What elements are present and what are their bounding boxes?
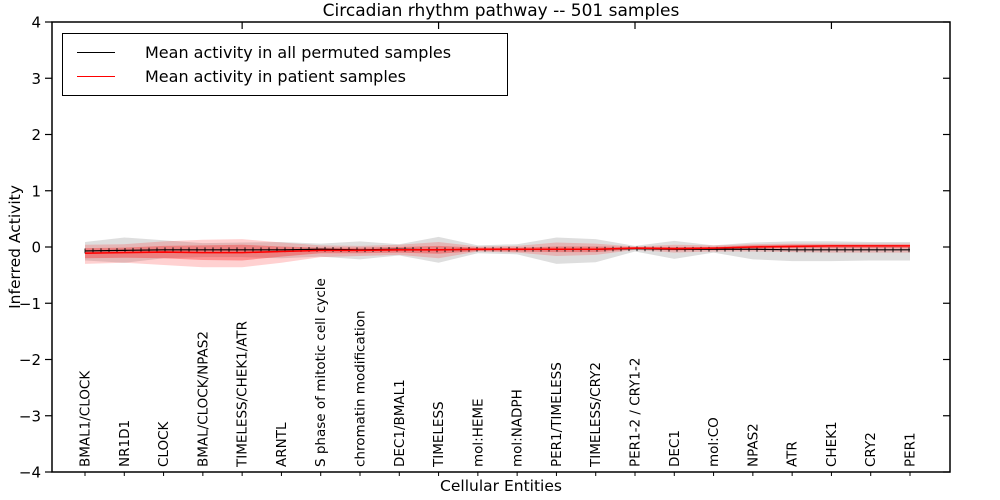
x-tick-label: NPAS2 — [745, 423, 761, 467]
x-tick-label: ATR — [785, 441, 801, 467]
x-tick-label: TIMELESS/CRY2 — [588, 362, 604, 468]
x-tick-label: PER1-2 / CRY1-2 — [628, 358, 644, 467]
x-tick-label: PER1 — [903, 432, 919, 467]
y-tick-label: 2 — [31, 126, 41, 144]
x-tick-label: BMAL/CLOCK/NPAS2 — [195, 331, 211, 467]
band-permuted-samples-range — [85, 236, 910, 264]
x-tick-label: mol:CO — [706, 417, 722, 467]
y-tick-labels: 4 3 2 1 0 −1 −2 −3 −4 — [19, 14, 41, 482]
x-axis-title: Cellular Entities — [440, 477, 562, 495]
x-tick-label: mol:HEME — [470, 398, 486, 467]
x-tick-label: TIMELESS/CHEK1/ATR — [235, 321, 251, 468]
x-tick-label: DEC1/BMAL1 — [392, 379, 408, 467]
x-tick-label: mol:NADPH — [510, 389, 526, 467]
x-tick-label: ARNTL — [274, 422, 290, 467]
x-tick-label: PER1/TIMELESS — [549, 362, 565, 467]
x-tick-label: NR1D1 — [117, 420, 133, 467]
axes-frame — [45, 21, 951, 476]
x-tick-labels: BMAL1/CLOCK NR1D1 CLOCK BMAL/CLOCK/NPAS2 TIM… — [78, 278, 919, 468]
x-tick-label: BMAL1/CLOCK — [78, 370, 94, 467]
y-tick-label: 3 — [31, 70, 41, 88]
band-patient-samples-range-outer — [85, 239, 910, 268]
legend-label-patient: Mean activity in patient samples — [145, 67, 406, 87]
y-tick-label: −1 — [19, 295, 41, 313]
x-tick-label: chromatin modification — [353, 310, 369, 467]
x-tick-label: TIMELESS — [431, 401, 447, 468]
y-tick-label: 0 — [31, 239, 41, 257]
x-tick-label: CRY2 — [863, 432, 879, 467]
patient-mean-line — [84, 245, 910, 254]
y-tick-label: −4 — [19, 464, 41, 482]
legend: Mean activity in all permuted samples Me… — [62, 33, 508, 96]
series-layer — [84, 245, 910, 254]
y-tick-label: −3 — [19, 407, 41, 425]
y-tick-label: 1 — [31, 182, 41, 200]
y-tick-label: 4 — [31, 14, 41, 32]
chart-title: Circadian rhythm pathway -- 501 samples — [322, 1, 680, 21]
x-tick-label: DEC1 — [667, 430, 683, 467]
x-tick-label: CLOCK — [156, 420, 172, 467]
y-tick-label: −2 — [19, 351, 41, 369]
legend-label-permuted: Mean activity in all permuted samples — [145, 42, 452, 62]
patient-line-swatch — [77, 76, 115, 78]
legend-item-patient: Mean activity in patient samples — [77, 67, 497, 86]
x-tick-label: S phase of mitotic cell cycle — [313, 278, 329, 467]
x-tick-label: CHEK1 — [824, 421, 840, 467]
permuted-line-swatch — [77, 51, 115, 53]
legend-item-permuted: Mean activity in all permuted samples — [77, 43, 497, 62]
